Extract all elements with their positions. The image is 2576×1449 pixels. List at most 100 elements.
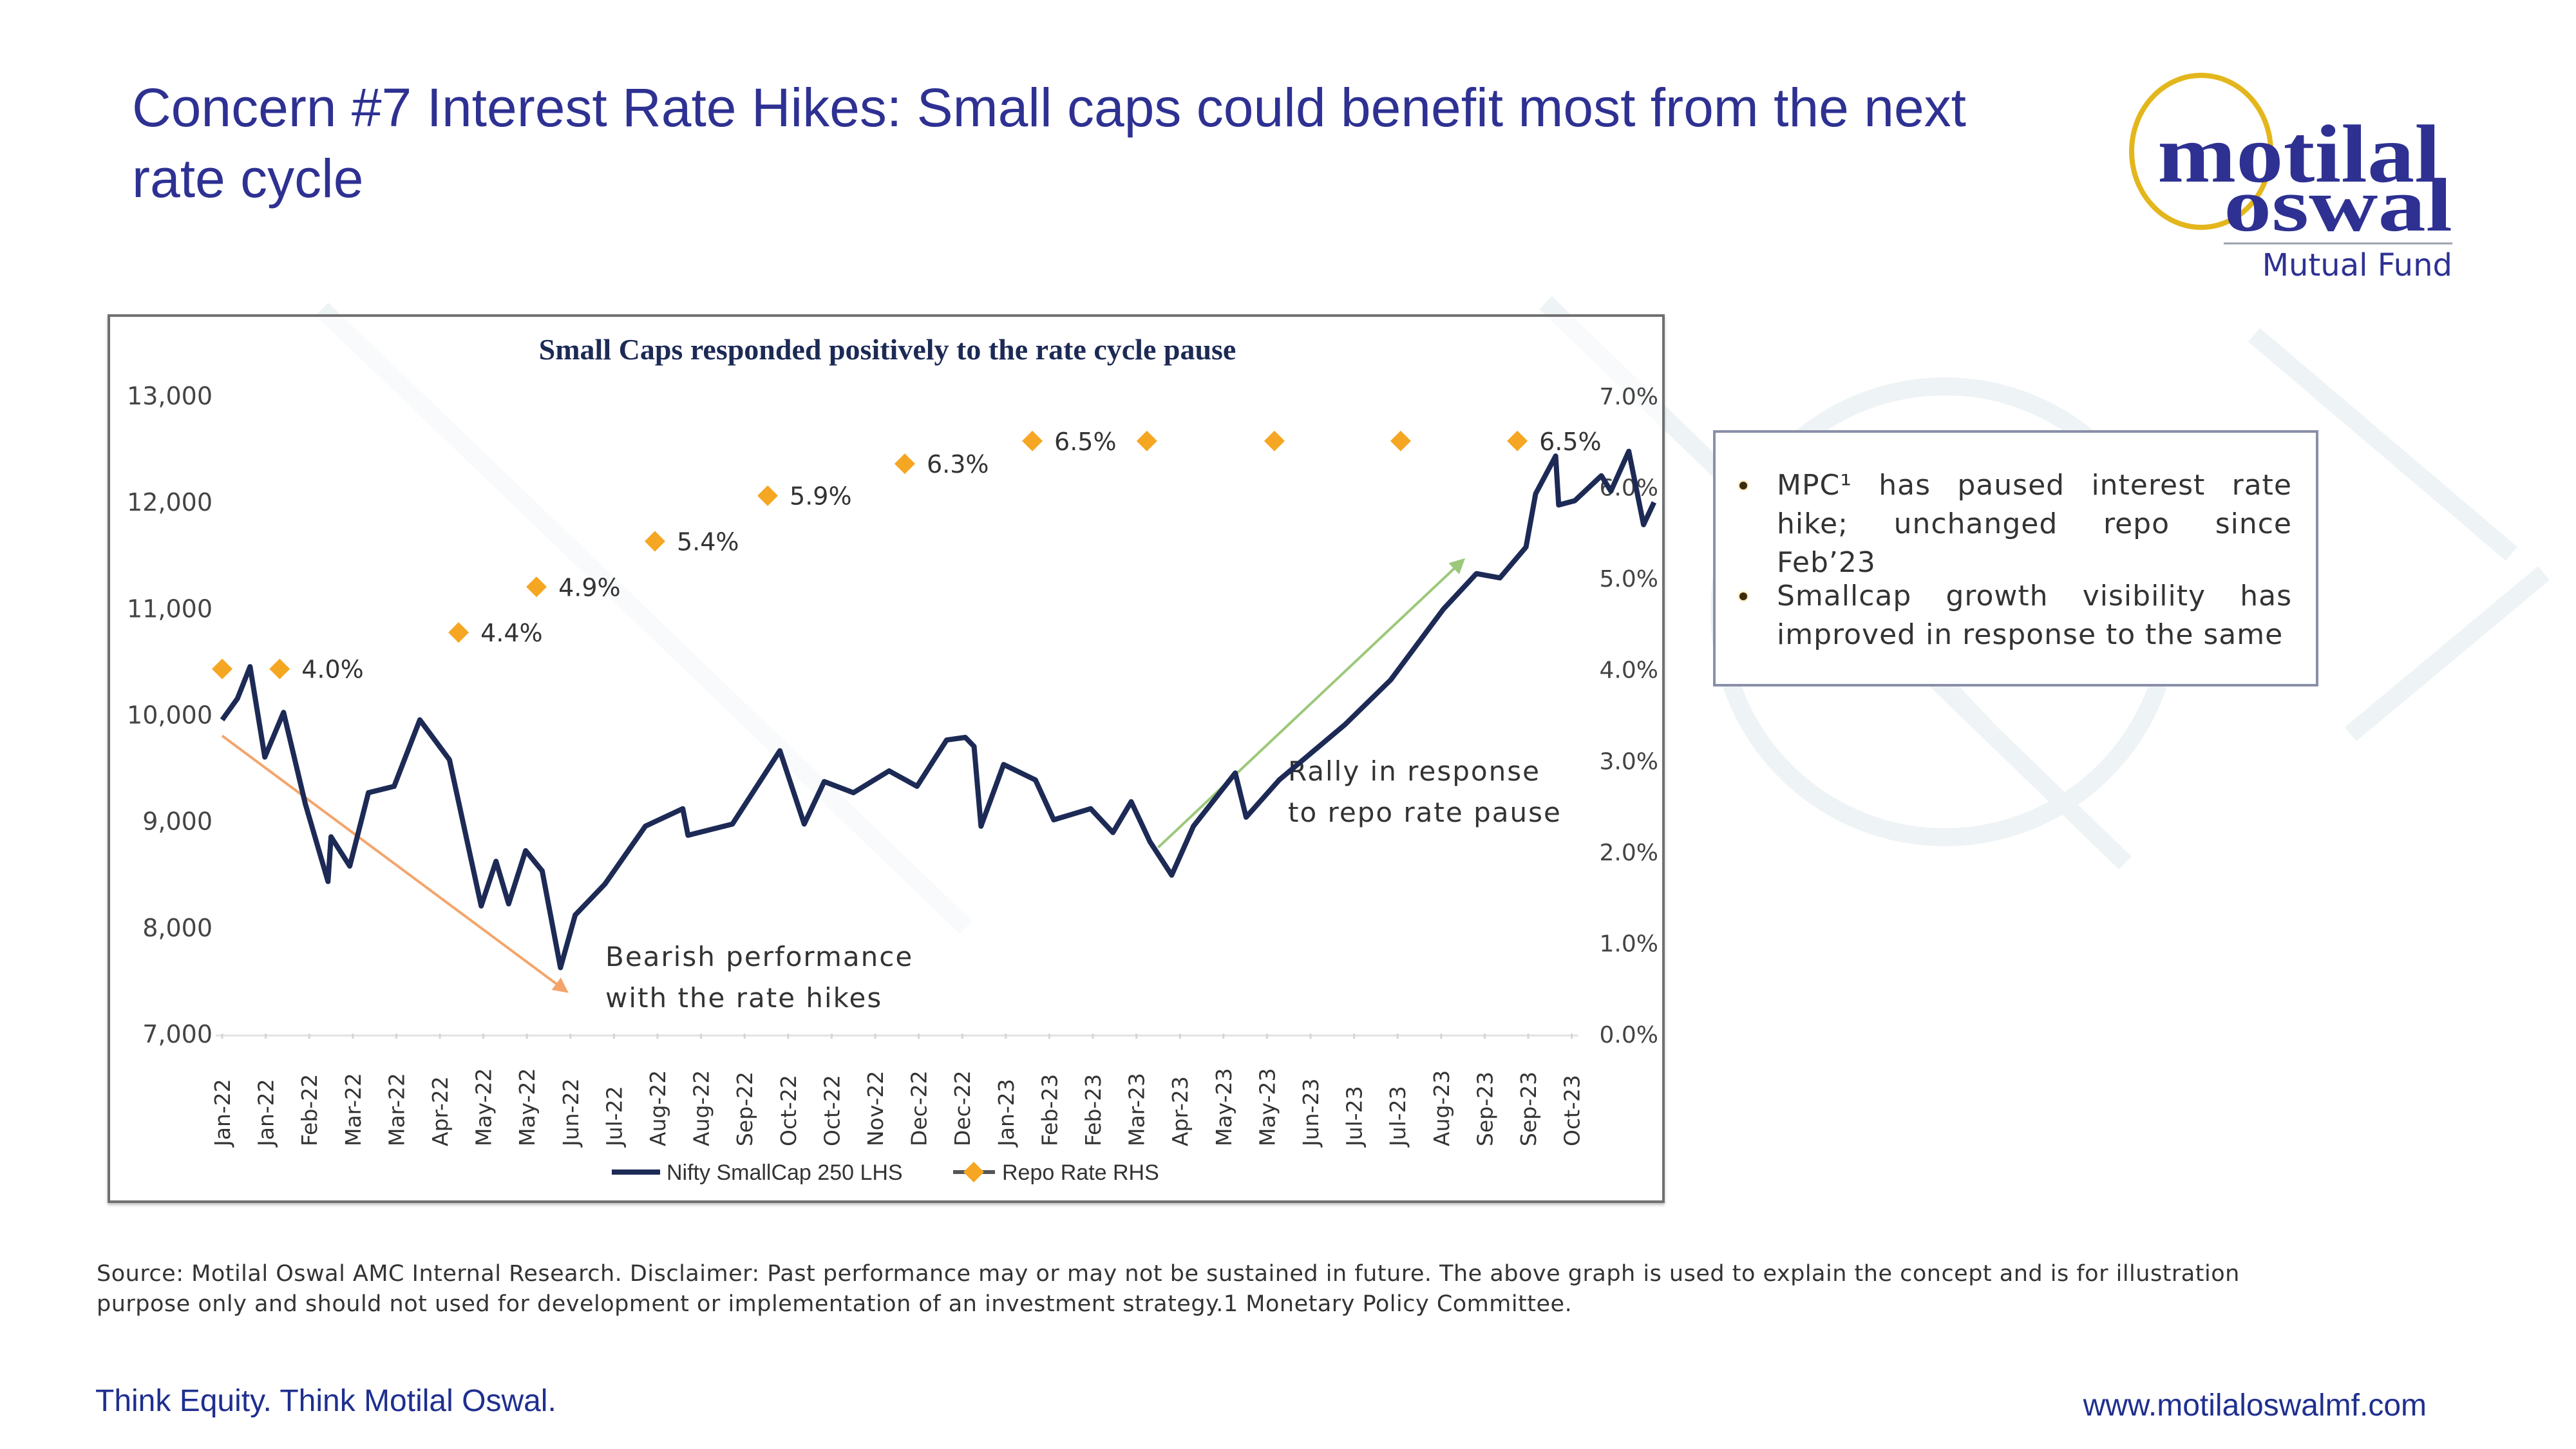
- left-axis-tick-label: 10,000: [127, 701, 213, 730]
- repo-rate-marker: [1507, 430, 1528, 451]
- x-axis-tick-label: Sep-23: [1516, 1072, 1541, 1146]
- note-text: MPC¹ has paused interest rate hike; unch…: [1777, 469, 2292, 579]
- note-text: Smallcap growth visibility has improved …: [1777, 580, 2292, 651]
- x-axis-tick-label: Sep-23: [1472, 1072, 1497, 1146]
- repo-rate-marker: [894, 453, 915, 475]
- x-axis-tick-label: Mar-22: [341, 1073, 366, 1146]
- slide-title: Concern #7 Interest Rate Hikes: Small ca…: [132, 77, 1967, 209]
- right-axis-tick-label: 2.0%: [1600, 840, 1658, 866]
- x-axis-tick-label: Sep-22: [732, 1072, 757, 1146]
- bullet-icon: [1739, 482, 1747, 489]
- repo-rate-marker: [269, 658, 290, 679]
- repo-rate-marker: [448, 622, 469, 643]
- repo-rate-marker: [1390, 430, 1411, 451]
- x-axis-tick-label: Oct-22: [776, 1075, 801, 1146]
- x-axis-tick-label: Dec-22: [907, 1070, 932, 1146]
- annotation-text: to repo rate pause: [1288, 797, 1562, 828]
- repo-rate-marker: [1264, 430, 1285, 451]
- x-axis-tick-label: Feb-23: [1081, 1074, 1106, 1146]
- x-axis-tick-label: Mar-23: [1124, 1073, 1150, 1146]
- nifty-smallcap-line: [220, 448, 1657, 971]
- logo-line-mutual-fund: Mutual Fund: [2262, 247, 2452, 283]
- x-axis-tick-label: May-23: [1211, 1068, 1236, 1146]
- left-axis-tick-label: 8,000: [142, 914, 213, 942]
- repo-rate-marker: [1022, 430, 1043, 451]
- annotations: Bearish performance with the rate hikes Ra…: [221, 558, 1562, 1014]
- x-axis-tick-label: Feb-22: [297, 1074, 322, 1146]
- x-axis-tick-label: Oct-23: [1560, 1075, 1585, 1146]
- footer-website-link[interactable]: www.motilaloswalmf.com: [2083, 1388, 2427, 1423]
- right-axis-tick-label: 3.0%: [1600, 748, 1658, 775]
- repo-rate-data-label: 6.3%: [927, 450, 989, 478]
- x-axis-tick-label: Apr-22: [428, 1076, 453, 1146]
- x-axis-tick-label: Aug-22: [645, 1070, 670, 1146]
- repo-rate-data-label: 6.5%: [1054, 428, 1117, 456]
- legend-label: Repo Rate RHS: [1002, 1160, 1159, 1185]
- repo-rate-marker: [1136, 430, 1157, 451]
- right-axis-tick-label: 7.0%: [1600, 384, 1658, 410]
- series-repo-rate: 4.0% 4.4% 4.9% 5.4% 5.9% 6.3% 6.5% 6.5%: [212, 428, 1602, 684]
- x-axis-tick-label: Jan-23: [994, 1079, 1019, 1148]
- x-axis-tick-label: Mar-22: [384, 1073, 409, 1146]
- x-axis-tick-label: Jul-23: [1342, 1086, 1367, 1148]
- left-axis: 7,000 8,000 9,000 10,000 11,000 12,000 13,000: [127, 382, 213, 1048]
- repo-rate-data-label: 6.5%: [1539, 428, 1602, 456]
- left-axis-tick-label: 13,000: [127, 382, 213, 410]
- repo-rate-marker: [526, 576, 547, 598]
- x-axis-tick-label: Jan-22: [254, 1079, 279, 1148]
- note-item: MPC¹ has paused interest rate hike; unch…: [1739, 466, 2292, 582]
- x-axis-tick-label: Aug-23: [1429, 1070, 1454, 1146]
- legend-label: Nifty SmallCap 250 LHS: [667, 1160, 903, 1185]
- x-axis-tick-label: May-22: [515, 1068, 540, 1146]
- left-axis-tick-label: 9,000: [142, 808, 213, 836]
- left-axis-tick-label: 12,000: [127, 488, 213, 516]
- x-axis-tick-label: Jul-22: [601, 1086, 627, 1148]
- annotation-arrow: [221, 734, 569, 993]
- x-axis-tick-label: Apr-23: [1168, 1076, 1193, 1146]
- chart-frame: [108, 314, 1665, 1203]
- x-axis-tick-label: Aug-22: [689, 1070, 714, 1146]
- x-axis-tick-label: Dec-22: [950, 1070, 975, 1146]
- x-axis-tick-label: Jan-22: [210, 1079, 235, 1148]
- repo-rate-marker: [644, 531, 665, 552]
- x-axis-tick-label: Jun-22: [558, 1079, 583, 1148]
- x-axis-tick-label: Nov-22: [863, 1071, 888, 1146]
- repo-rate-data-label: 5.9%: [790, 482, 852, 511]
- logo-ring-icon: [2129, 73, 2273, 230]
- x-axis-tick-label: Feb-23: [1037, 1074, 1062, 1146]
- right-axis-tick-label: 0.0%: [1600, 1022, 1658, 1048]
- right-axis: 0.0%1.0%2.0%3.0%4.0%5.0%6.0%7.0%: [1600, 384, 1658, 1048]
- right-axis-tick-label: 4.0%: [1600, 658, 1658, 684]
- x-axis-tick-label: Jul-23: [1385, 1086, 1410, 1148]
- chart-legend: Nifty SmallCap 250 LHS Repo Rate RHS: [612, 1160, 1159, 1185]
- annotation-text: Rally in response: [1288, 755, 1540, 787]
- logo-line-oswal: oswal: [2224, 163, 2452, 247]
- legend-diamond-icon: [963, 1162, 984, 1182]
- annotation-text: Bearish performance: [605, 941, 913, 972]
- repo-rate-data-label: 4.9%: [558, 573, 621, 601]
- right-axis-tick-label: 5.0%: [1600, 566, 1658, 592]
- footer-tagline: Think Equity. Think Motilal Oswal.: [95, 1384, 556, 1418]
- repo-rate-data-label: 5.4%: [677, 528, 739, 556]
- note-item: Smallcap growth visibility has improved …: [1739, 577, 2292, 654]
- annotation-arrow: [1157, 558, 1466, 849]
- left-axis-tick-label: 11,000: [127, 594, 213, 623]
- annotation-text: with the rate hikes: [605, 982, 882, 1014]
- logo-line-motilal: motilal: [2157, 108, 2441, 200]
- x-axis: Jan-22 Jan-22 Feb-22 Mar-22 Mar-22 Apr-22 May-…: [210, 1034, 1585, 1148]
- disclaimer: Source: Motilal Oswal AMC Internal Resea…: [97, 1261, 2240, 1317]
- series-nifty-smallcap: [220, 448, 1657, 971]
- repo-rate-data-label: 4.4%: [480, 619, 543, 647]
- x-axis-tick-label: May-22: [471, 1068, 497, 1146]
- bullet-icon: [1739, 592, 1747, 600]
- x-axis-tick-label: Jun-23: [1298, 1079, 1323, 1148]
- repo-rate-marker: [757, 485, 779, 506]
- x-axis-tick-label: May-23: [1255, 1068, 1280, 1146]
- x-axis-tick-label: Oct-22: [819, 1075, 844, 1146]
- chart-title: Small Caps responded positively to the r…: [539, 333, 1236, 366]
- repo-rate-marker: [212, 658, 232, 679]
- motilal-oswal-logo: motilal oswal Mutual Fund: [2129, 73, 2452, 283]
- notes-box: MPC¹ has paused interest rate hike; unch…: [1713, 430, 2318, 687]
- repo-rate-data-label: 4.0%: [301, 656, 364, 684]
